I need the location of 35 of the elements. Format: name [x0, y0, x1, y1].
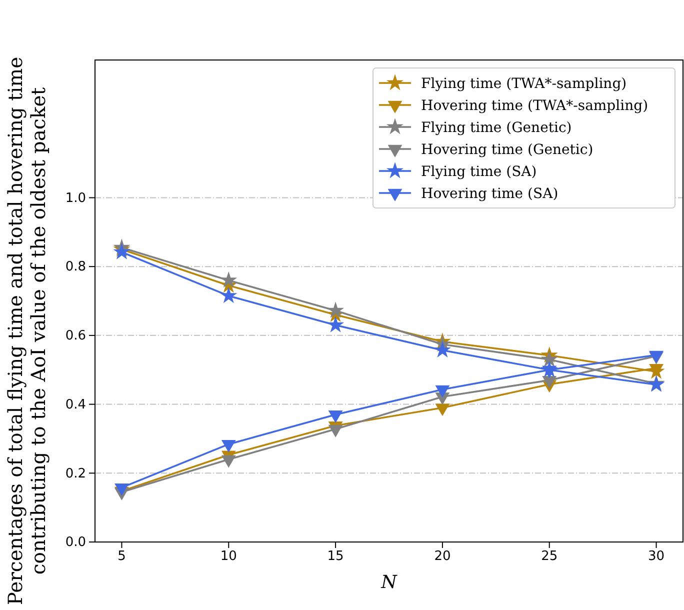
legend-label: Hovering time (TWA*-sampling) — [421, 98, 648, 114]
x-tick-label: 25 — [541, 549, 558, 564]
y-tick-label: 0.8 — [65, 260, 86, 275]
x-tick-label: 10 — [220, 549, 237, 564]
y-axis-title: Percentages of total flying time and total hovering time contributing to the AoI value of the oldest packet — [4, 56, 50, 606]
point — [435, 404, 450, 416]
y-tick-label: 1.0 — [65, 190, 86, 206]
legend-label: Hovering time (SA) — [421, 186, 558, 202]
legend-label: Hovering time (Genetic) — [421, 142, 594, 158]
point — [221, 440, 236, 453]
legend-label: Flying time (SA) — [421, 164, 537, 180]
point — [113, 243, 130, 260]
x-tick-label: 20 — [434, 549, 451, 564]
y-tick-label: 0.0 — [65, 535, 86, 550]
point — [220, 271, 238, 288]
point — [540, 350, 558, 367]
point — [220, 286, 238, 304]
x-tick-label: 30 — [648, 549, 665, 564]
point — [327, 302, 344, 318]
point — [328, 410, 343, 423]
point — [114, 483, 129, 496]
x-tick-label: 15 — [327, 549, 344, 564]
y-tick-label: 0.6 — [65, 328, 86, 344]
point — [435, 385, 450, 398]
point — [542, 376, 557, 389]
point — [327, 316, 344, 332]
y-tick-label: 0.2 — [65, 466, 86, 482]
legend-label: Flying time (Genetic) — [421, 120, 572, 136]
y-tick-label: 0.4 — [65, 397, 86, 412]
point — [434, 341, 451, 358]
x-axis-title: N — [380, 572, 398, 593]
point — [328, 424, 343, 438]
point — [221, 455, 236, 468]
x-tick-label: 5 — [118, 549, 126, 564]
legend-label: Flying time (TWA*-sampling) — [421, 76, 627, 92]
